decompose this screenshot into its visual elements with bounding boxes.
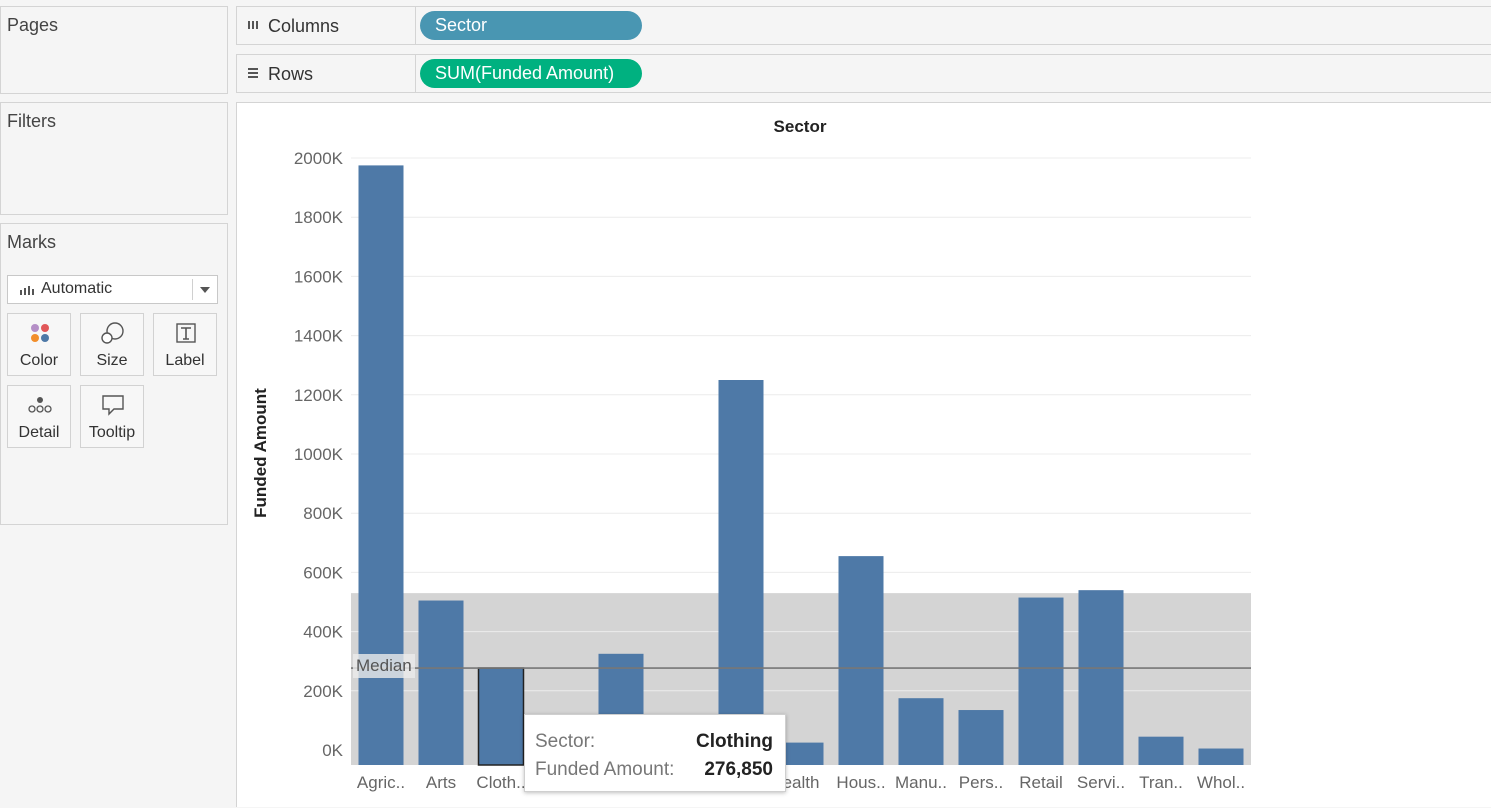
bar[interactable] (778, 742, 824, 765)
color-button[interactable]: Color (7, 313, 71, 376)
mark-type-dropdown[interactable]: Automatic (7, 275, 218, 304)
bar[interactable] (1078, 590, 1124, 765)
x-tick-label: Pers.. (959, 773, 1003, 792)
y-tick-label: 200K (303, 682, 343, 701)
rows-shelf[interactable]: Rows SUM(Funded Amount) (236, 54, 1491, 93)
columns-icon (248, 21, 258, 29)
bar[interactable] (1198, 748, 1244, 765)
chart-title: Sector (774, 117, 827, 136)
median-label: Median (353, 654, 415, 678)
tooltip-sector-row: Sector: Clothing (535, 731, 773, 755)
columns-label: Columns (268, 16, 340, 36)
x-tick-label: Arts (426, 773, 456, 792)
tooltip-button[interactable]: Tooltip (80, 385, 144, 448)
bar[interactable] (418, 600, 464, 765)
tooltip-label: Tooltip (88, 424, 136, 441)
tooltip-amount-row: Funded Amount: 276,850 (535, 759, 773, 783)
shelf-divider (415, 55, 416, 92)
bar[interactable] (958, 710, 1004, 765)
x-tick-label: Hous.. (836, 773, 885, 792)
y-tick-label: 1200K (294, 386, 344, 405)
color-label: Color (19, 352, 59, 369)
x-tick-label: Manu.. (895, 773, 947, 792)
mark-type-label: Automatic (41, 280, 113, 297)
tooltip-sector-key: Sector: (535, 731, 596, 752)
pages-card[interactable]: Pages (0, 6, 228, 94)
filters-title: Filters (7, 111, 56, 131)
sector-pill[interactable]: Sector (420, 11, 642, 40)
view-canvas[interactable]: Sector 0K 200K 400K 600K 800K 1000K 1200K 1400K 1… (236, 102, 1491, 807)
marks-card: Marks Automatic Color Size L (0, 223, 228, 525)
size-button[interactable]: Size (80, 313, 144, 376)
bar[interactable] (838, 556, 884, 765)
y-tick-label: 1000K (294, 445, 344, 464)
bar[interactable] (718, 380, 764, 765)
tooltip-sector-value: Clothing (695, 731, 773, 752)
bar[interactable] (898, 698, 944, 765)
x-tick-label: Retail (1019, 773, 1062, 792)
marks-title: Marks (7, 232, 56, 252)
y-tick-label: 1600K (294, 267, 344, 286)
x-tick-label: ealth (783, 773, 820, 792)
rows-icon (248, 68, 258, 78)
sum-funded-amount-pill[interactable]: SUM(Funded Amount) (420, 59, 642, 88)
label-label: Label (165, 352, 205, 369)
y-tick-label: 1400K (294, 327, 344, 346)
x-tick-label: Cloth.. (476, 773, 525, 792)
y-tick-label: 600K (303, 563, 343, 582)
bar-chart-icon (20, 286, 34, 295)
bar[interactable] (1138, 736, 1184, 765)
x-tick-label: Whol.. (1197, 773, 1245, 792)
y-tick-label: 400K (303, 623, 343, 642)
dropdown-divider (192, 279, 193, 300)
label-button[interactable]: Label (153, 313, 217, 376)
bar[interactable] (1018, 597, 1064, 765)
color-dots-icon (31, 324, 49, 342)
tooltip-amount-value: 276,850 (704, 759, 773, 780)
detail-dots-icon (28, 397, 52, 413)
y-axis-title: Funded Amount (251, 388, 270, 518)
y-tick-label: 1800K (294, 208, 344, 227)
shelf-divider (415, 7, 416, 44)
size-label: Size (96, 352, 128, 369)
y-tick-label: 800K (303, 504, 343, 523)
y-tick-label: 2000K (294, 149, 344, 168)
detail-label: Detail (18, 424, 60, 441)
x-tick-label: Agric.. (357, 773, 405, 792)
size-circles-icon (101, 322, 124, 344)
detail-button[interactable]: Detail (7, 385, 71, 448)
x-tick-label: Servi.. (1077, 773, 1125, 792)
y-tick-label: 0K (322, 741, 343, 760)
rows-label: Rows (268, 64, 314, 84)
chevron-down-icon[interactable] (200, 287, 210, 293)
text-t-icon (176, 323, 196, 343)
bar-chart: Sector 0K 200K 400K 600K 800K 1000K 1200K 1400K 1… (294, 117, 1251, 792)
bar-selected[interactable] (477, 667, 525, 766)
tooltip-popup: Sector: Clothing Funded Amount: 276,850 (524, 714, 786, 792)
columns-shelf[interactable]: Columns Sector (236, 6, 1491, 45)
x-tick-label: Tran.. (1139, 773, 1183, 792)
pages-title: Pages (7, 15, 59, 35)
speech-bubble-icon (102, 395, 124, 416)
tooltip-amount-key: Funded Amount: (535, 759, 675, 780)
filters-card[interactable]: Filters (0, 102, 228, 215)
